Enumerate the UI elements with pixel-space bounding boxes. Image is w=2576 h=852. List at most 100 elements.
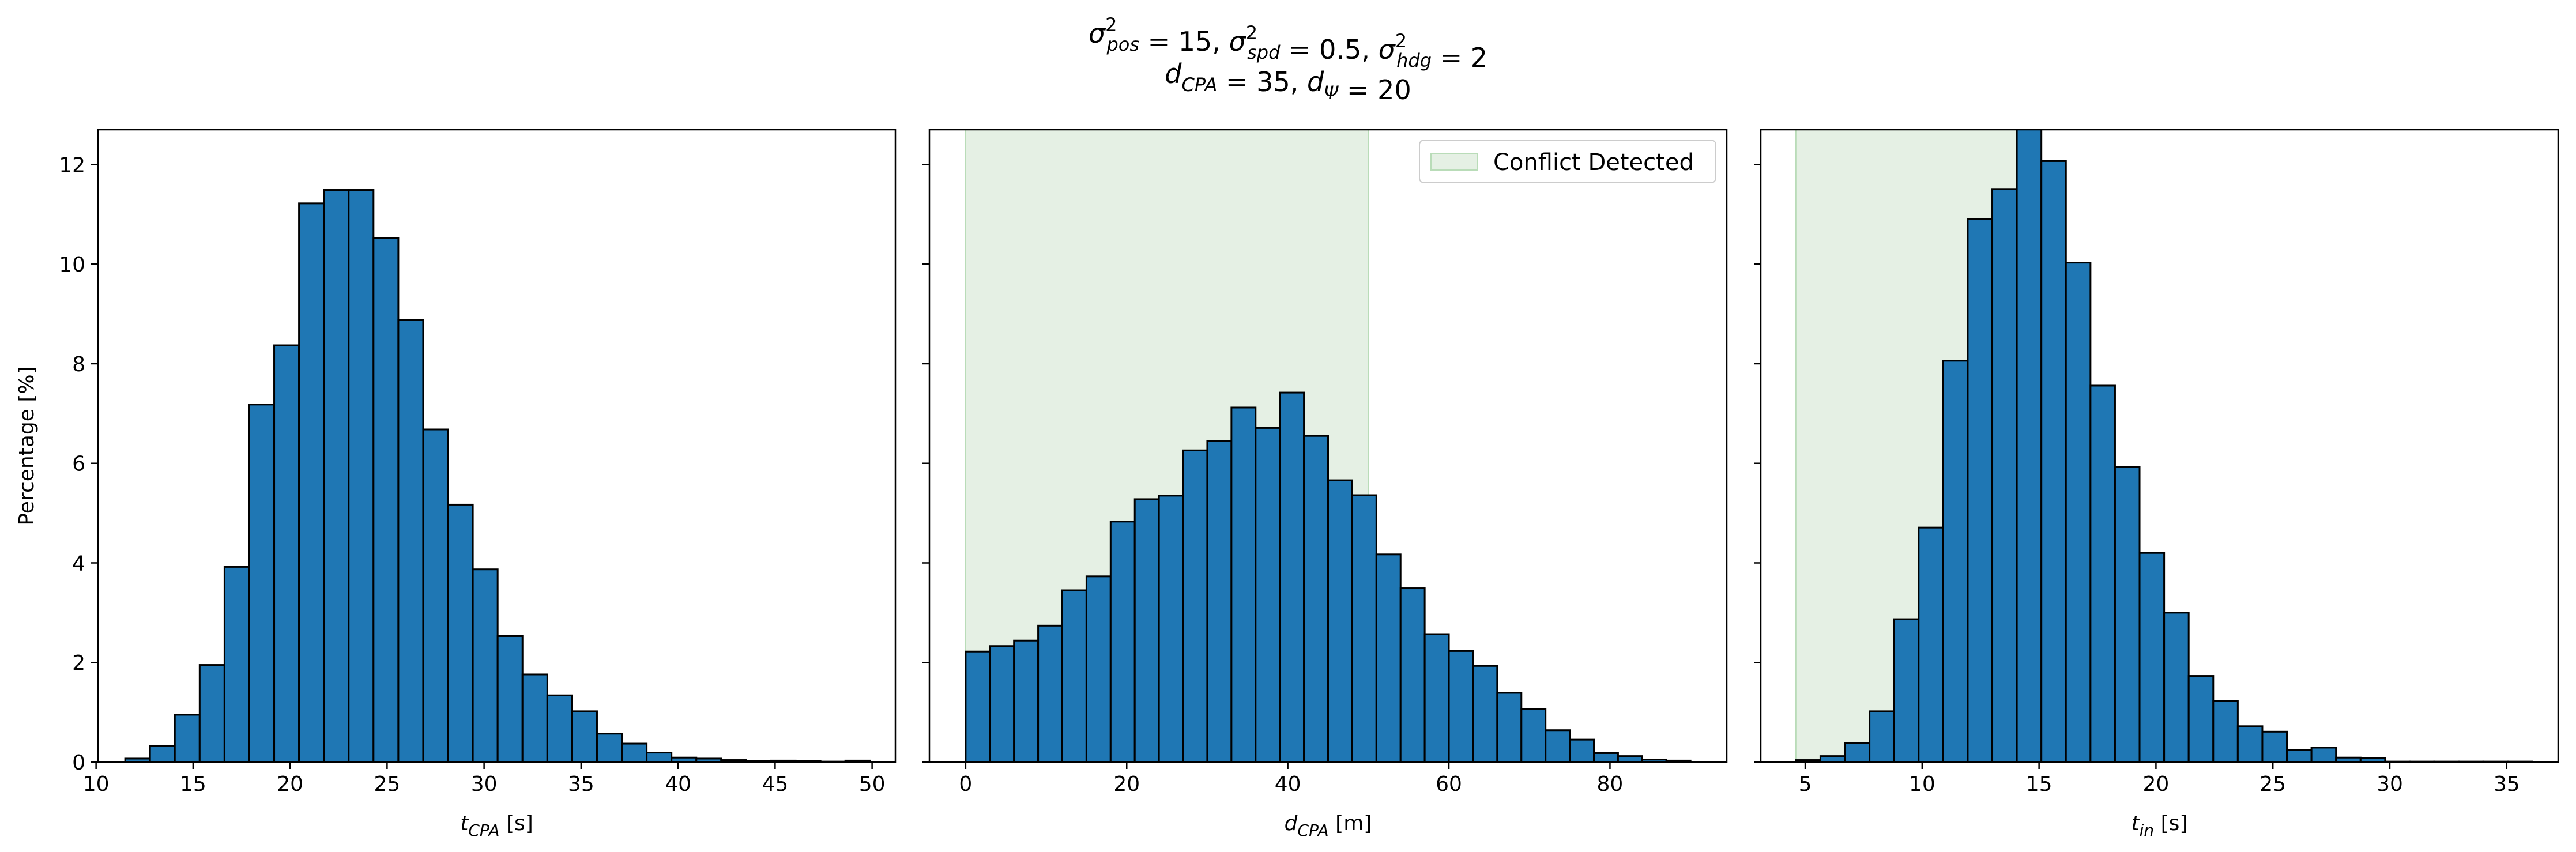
x-tick-label: 80: [1597, 772, 1624, 796]
histogram-bar: [1545, 729, 1571, 762]
histogram-bar: [1423, 633, 1450, 762]
x-tick-label: 25: [2259, 772, 2286, 796]
x-tick-label: 10: [1909, 772, 1935, 796]
x-tick-label: 60: [1436, 772, 1462, 796]
histogram-bar: [1991, 188, 2018, 762]
legend-swatch: [1430, 153, 1478, 171]
x-tick-label: 20: [1113, 772, 1140, 796]
histogram-bar: [521, 673, 548, 762]
histogram-bar: [1665, 759, 1692, 762]
histogram-bar: [1918, 526, 1944, 762]
histogram-bar: [1375, 553, 1402, 762]
histogram-bar: [1893, 618, 1920, 762]
x-tick-label: 50: [859, 772, 886, 796]
histogram-bar: [2138, 552, 2166, 762]
histogram-bar: [1182, 449, 1208, 762]
histogram-bar: [1327, 479, 1353, 762]
histogram-bar: [1617, 755, 1643, 762]
x-tick-label: 35: [2494, 772, 2520, 796]
histogram-bar: [2286, 749, 2313, 762]
histogram-bar: [1303, 435, 1329, 762]
x-tick-label: 40: [665, 772, 691, 796]
y-axis-label: Percentage [%]: [15, 366, 39, 525]
histogram-bar: [223, 566, 250, 762]
x-tick-label: 25: [374, 772, 400, 796]
histogram-bar: [198, 664, 225, 762]
y-tick-label: 12: [59, 153, 85, 177]
histogram-bar: [844, 759, 871, 762]
histogram-bar: [1037, 624, 1064, 762]
histogram-bar: [1593, 752, 1619, 762]
histogram-bar: [621, 742, 648, 762]
histogram-bar: [298, 202, 325, 762]
histogram-bar: [1869, 710, 1895, 762]
y-tick-label: 2: [72, 651, 85, 675]
histogram-bar: [2310, 747, 2337, 762]
x-tick-label: 15: [180, 772, 206, 796]
x-tick-label: 0: [959, 772, 972, 796]
histogram-tin: 5 10 15 20 25 30 35 tin [s]: [1754, 129, 2559, 840]
histogram-bar: [646, 752, 673, 762]
histogram-bar: [571, 710, 598, 762]
y-tick-label: 8: [72, 353, 85, 376]
y-tick-label: 6: [72, 453, 85, 476]
histogram-bar: [1351, 494, 1377, 762]
y-tick-label: 10: [59, 253, 85, 277]
x-axis-label: tin [s]: [2131, 812, 2188, 840]
histogram-bar: [472, 568, 499, 762]
histogram-bar: [596, 733, 623, 762]
histogram-bar: [174, 714, 201, 762]
histogram-bar: [2212, 700, 2239, 762]
histogram-bar: [1569, 738, 1595, 762]
y-tick-label: 4: [72, 552, 85, 575]
legend: Conflict Detected: [1419, 140, 1716, 183]
histogram-bar: [1133, 498, 1160, 762]
x-tick-label: 30: [2377, 772, 2403, 796]
x-tick-label: 40: [1275, 772, 1301, 796]
y-tick-label: 0: [72, 751, 85, 775]
histogram-bar: [1844, 742, 1871, 762]
histogram-bar: [397, 319, 424, 762]
histogram-bar: [248, 404, 276, 762]
histogram-bar: [1279, 391, 1305, 762]
histogram-bar: [348, 189, 375, 762]
histogram-bar: [546, 694, 573, 762]
axes-frame: [97, 129, 897, 763]
title-line-2: dCPA = 35, dΨ = 20: [1165, 58, 1411, 105]
histogram-bar: [1013, 639, 1040, 762]
histogram-bar: [1448, 650, 1474, 762]
histogram-bar: [989, 645, 1015, 762]
histogram-bar: [1520, 708, 1547, 762]
title-line-1: σ2 pos = 15, σ2 spd = 0.5, σ2 hdg = 2: [1089, 14, 1487, 73]
histogram-bar: [1085, 575, 1112, 762]
x-tick-label: 5: [1799, 772, 1812, 796]
histogram-bar: [447, 503, 474, 762]
histogram-bar: [1158, 495, 1184, 762]
x-tick-label: 45: [762, 772, 788, 796]
histogram-tcpa: 10 15 20 25 30 35 40 45 50 0 2 4 6 8 10 12 tCPA [s]: [59, 129, 897, 840]
histogram-bar: [2163, 612, 2190, 762]
histogram-bar: [1230, 406, 1257, 762]
histogram-bar: [1399, 587, 1426, 762]
axes-frame: [928, 129, 1728, 763]
histogram-bar: [1109, 521, 1136, 762]
histogram-bar: [2065, 262, 2092, 762]
histogram-bar: [273, 344, 300, 762]
histogram-bar: [1496, 692, 1523, 762]
histogram-bar: [2016, 130, 2043, 762]
histogram-bar: [372, 237, 400, 762]
x-tick-label: 15: [2026, 772, 2052, 796]
histogram-bar: [1061, 589, 1087, 762]
x-tick-label: 20: [277, 772, 303, 796]
histogram-bar: [1819, 755, 1846, 762]
histogram-bar: [1255, 427, 1281, 762]
histogram-bar: [496, 635, 524, 762]
x-axis-label: tCPA [s]: [460, 812, 533, 840]
histogram-bar: [149, 744, 176, 762]
histogram-bar: [323, 189, 350, 762]
x-tick-label: 20: [2143, 772, 2170, 796]
histogram-bar: [965, 650, 991, 762]
histogram-bar: [1942, 360, 1969, 762]
